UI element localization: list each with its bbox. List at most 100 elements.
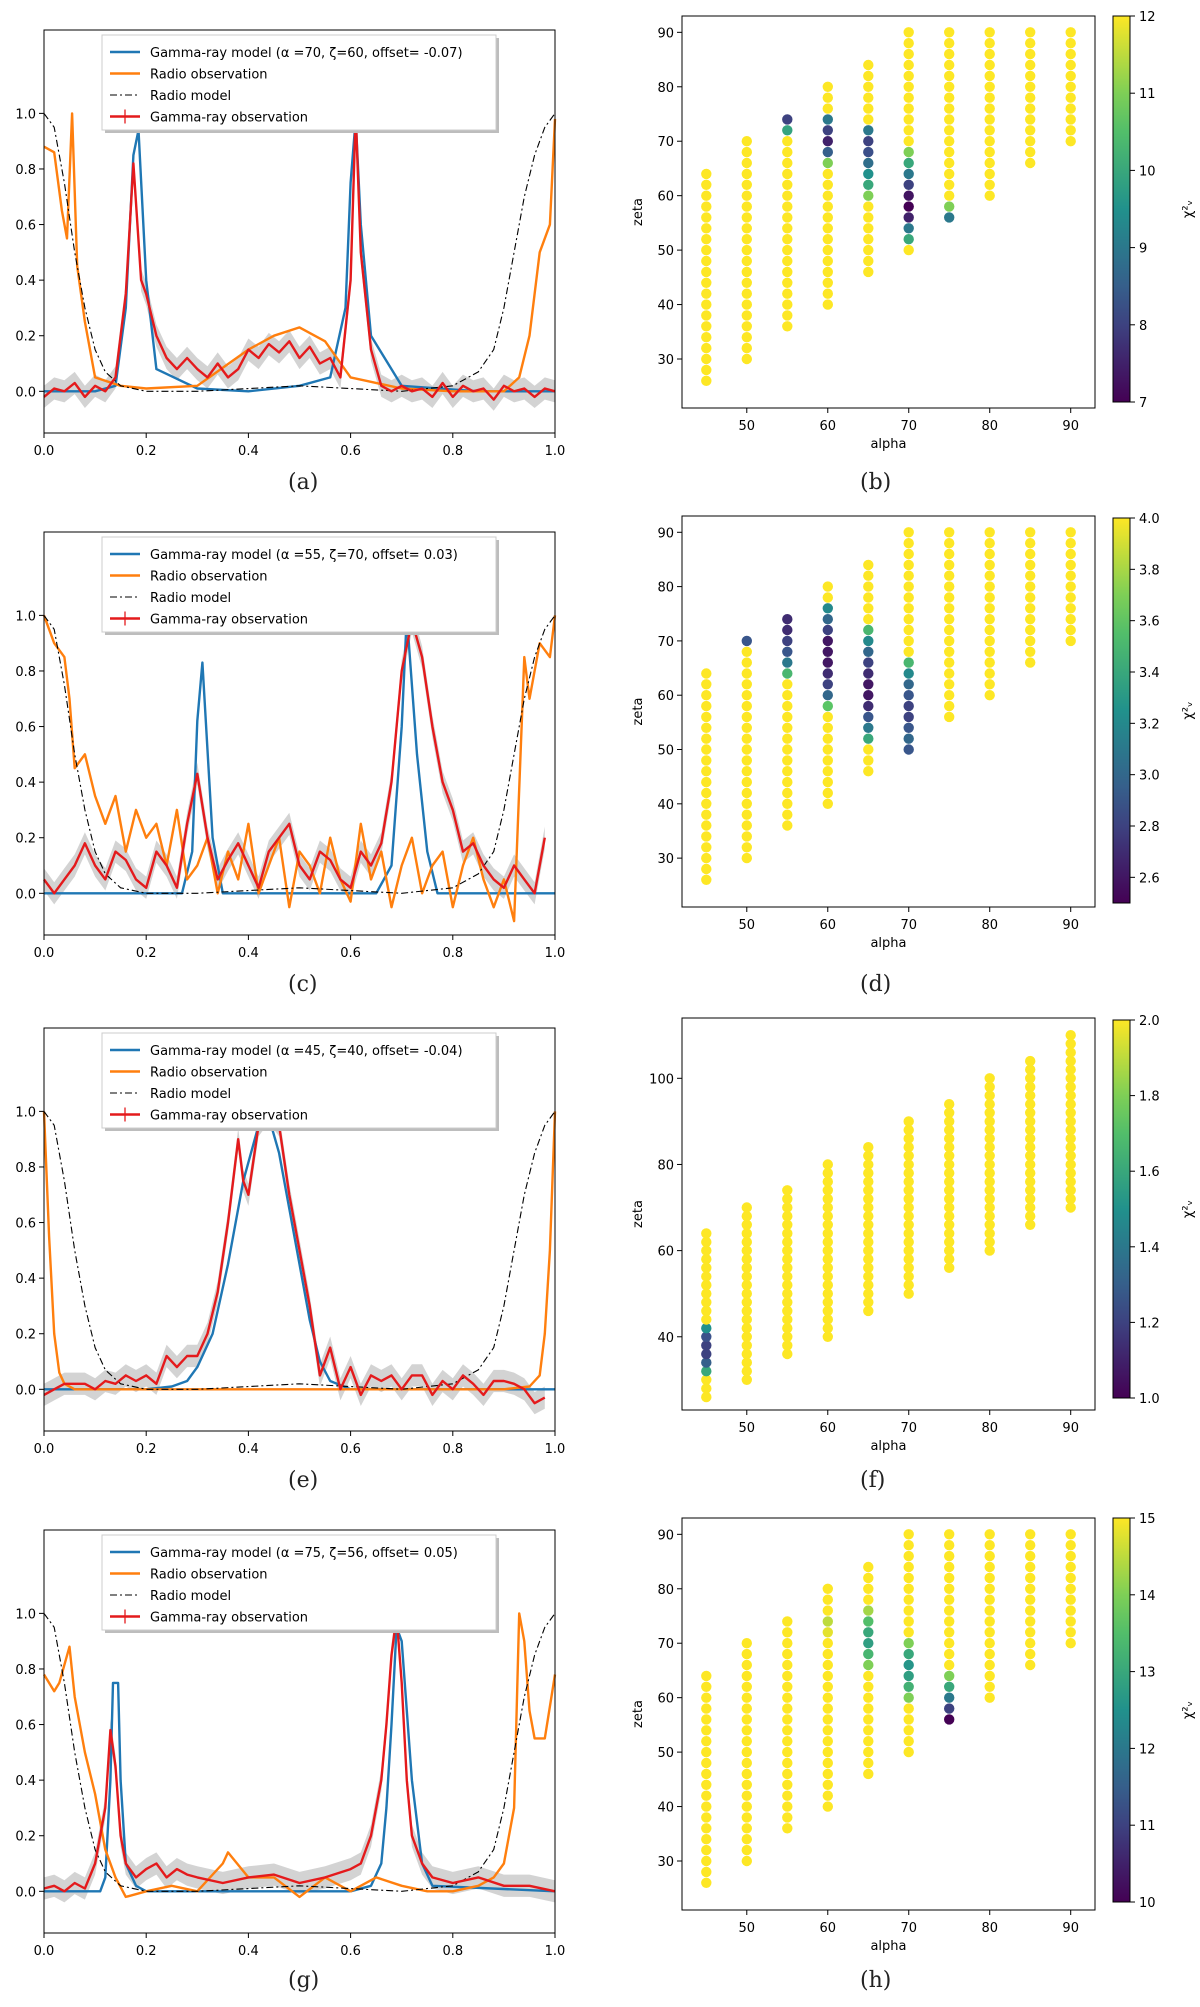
scatter-point xyxy=(944,1659,955,1671)
scatter-point xyxy=(1025,136,1036,147)
scatter-point xyxy=(741,679,752,690)
scatter-point xyxy=(822,1638,833,1649)
scatter-point xyxy=(1025,92,1036,103)
scatter-point xyxy=(741,1725,752,1736)
scatter-point xyxy=(701,1866,712,1878)
scatter-point xyxy=(1025,635,1036,647)
scatter-point xyxy=(984,1211,995,1222)
scatter-point xyxy=(822,146,833,158)
scatter-point xyxy=(822,1736,833,1747)
scatter-point xyxy=(903,59,914,71)
scatter-point xyxy=(944,1648,955,1660)
scatter-point xyxy=(1025,592,1036,603)
scatter-point xyxy=(1065,559,1076,571)
scatter-point xyxy=(944,635,955,647)
scatter-point xyxy=(863,1594,874,1605)
scatter-point xyxy=(782,1670,793,1682)
line-chart-g: 0.0 0.2 0.4 0.6 0.8 1.0 0.0 0.2 0.4 0.6 0.8 1.0 Gamm… xyxy=(15,1529,565,1959)
y-tick-label: 0.8 xyxy=(15,665,36,680)
scatter-point xyxy=(944,1159,955,1170)
y-axis-label: zeta xyxy=(631,198,646,226)
y-tick-label: 1.0 xyxy=(15,609,36,624)
scatter-point xyxy=(782,820,793,831)
scatter-point xyxy=(741,1357,752,1368)
scatter-point xyxy=(944,190,955,201)
scatter-point xyxy=(984,690,995,701)
scatter-point xyxy=(903,635,914,647)
scatter-point xyxy=(741,722,752,733)
scatter-point xyxy=(782,657,793,668)
x-axis-label: alpha xyxy=(870,437,906,452)
scatter-point xyxy=(782,1823,793,1834)
scatter-point xyxy=(944,38,955,49)
legend-box xyxy=(101,536,497,633)
colorbar xyxy=(1112,1517,1131,1903)
scatter-point xyxy=(782,277,793,288)
scatter-point xyxy=(1065,538,1076,549)
scatter-point xyxy=(944,679,955,690)
scatter-point xyxy=(741,787,752,799)
scatter-point xyxy=(741,168,752,180)
scatter-point xyxy=(863,1659,874,1671)
colorbar-tick-label: 1.6 xyxy=(1139,1165,1160,1180)
scatter-point xyxy=(701,700,712,712)
scatter-point xyxy=(863,1288,874,1299)
y-tick-label: 60 xyxy=(657,1692,674,1707)
scatter-point xyxy=(822,1245,833,1256)
scatter-point xyxy=(863,1561,874,1573)
scatter-point xyxy=(822,1271,833,1282)
scatter-point xyxy=(701,766,712,777)
scatter-point xyxy=(1065,1047,1076,1058)
scatter-point xyxy=(1065,1176,1076,1187)
scatter-point xyxy=(944,1150,955,1162)
scatter-point xyxy=(1025,527,1036,538)
y-tick-label: 50 xyxy=(657,744,674,759)
scatter-point xyxy=(1025,1064,1036,1075)
scatter-point xyxy=(741,700,752,712)
scatter-point xyxy=(782,646,793,657)
scatter-point xyxy=(822,1670,833,1682)
scatter-chart-f: 50 60 70 80 90 40 60 80 100 alpha zeta 1.0 1.2 1.4 1.6… xyxy=(631,1014,1196,1454)
scatter-point xyxy=(741,842,752,853)
scatter-point xyxy=(782,722,793,733)
scatter-point xyxy=(782,635,793,647)
y-tick-label: 30 xyxy=(657,852,674,867)
scatter-point xyxy=(944,700,955,712)
scatter-point xyxy=(782,1297,793,1308)
scatter-point xyxy=(1065,1594,1076,1605)
scatter-point xyxy=(782,1348,793,1360)
scatter-point xyxy=(822,744,833,755)
scatter-point xyxy=(741,733,752,744)
scatter-point xyxy=(701,168,712,180)
scatter-point xyxy=(903,1150,914,1162)
scatter-point xyxy=(863,1768,874,1780)
scatter-point xyxy=(903,570,914,581)
scatter-point xyxy=(741,646,752,657)
axes-frame xyxy=(43,1027,556,1432)
scatter-point xyxy=(701,223,712,234)
scatter-point xyxy=(701,1236,712,1248)
scatter-point xyxy=(863,733,874,744)
caption-c: (c) xyxy=(288,972,318,997)
scatter-point xyxy=(741,1288,752,1299)
y-tick-label: 50 xyxy=(657,1746,674,1761)
scatter-point xyxy=(863,690,874,701)
scatter-point xyxy=(741,201,752,212)
scatter-point xyxy=(822,125,833,136)
scatter-point xyxy=(782,179,793,190)
scatter-point xyxy=(1065,1116,1076,1127)
gamma-obs-error-band xyxy=(44,609,545,905)
scatter-point xyxy=(863,114,874,125)
scatter-point xyxy=(701,798,712,809)
scatter-point xyxy=(782,1790,793,1801)
scatter-point xyxy=(863,1271,874,1282)
scatter-point xyxy=(944,1692,955,1703)
scatter-point xyxy=(1065,1572,1076,1584)
scatter-point xyxy=(1065,1064,1076,1075)
scatter-point xyxy=(701,212,712,223)
scatter-point xyxy=(1025,1638,1036,1649)
colorbar-tick-label: 13 xyxy=(1139,1666,1156,1681)
scatter-point xyxy=(863,157,874,169)
scatter-point xyxy=(1025,1202,1036,1213)
scatter-point xyxy=(903,114,914,125)
